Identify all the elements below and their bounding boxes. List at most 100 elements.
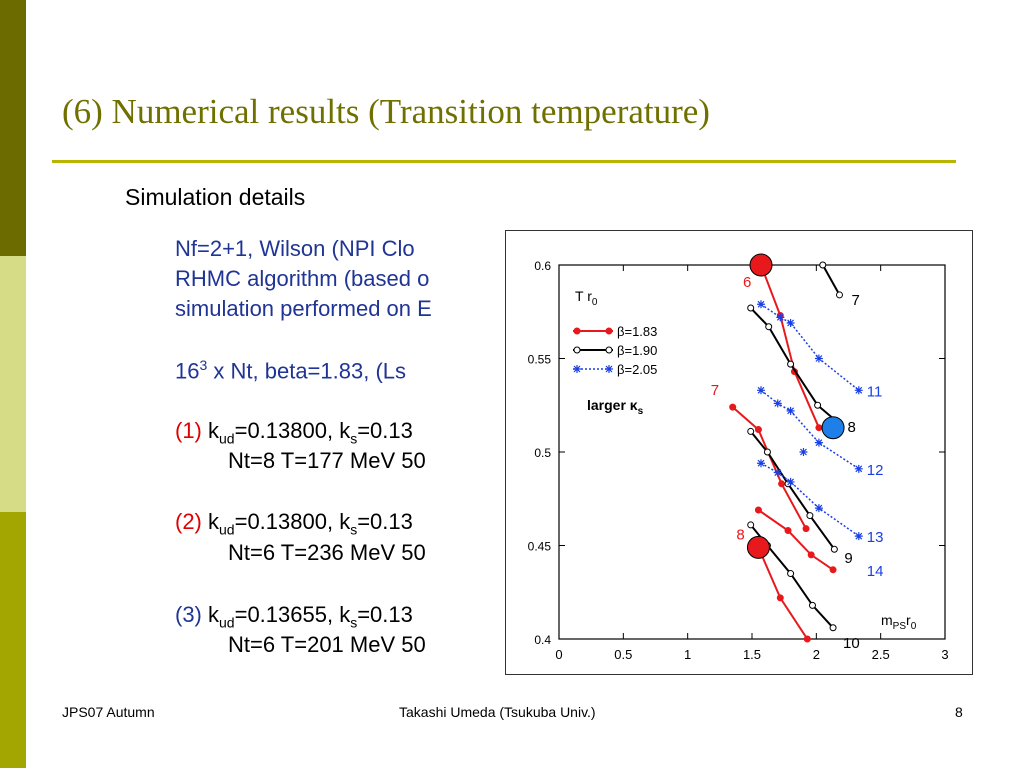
run-3-kud-value: =0.13655, k (234, 602, 351, 627)
series-line (760, 265, 820, 429)
lattice-size-exponent: 3 (199, 357, 208, 373)
x-axis-label-part: 0 (911, 621, 917, 632)
run-2-ud-sub: ud (219, 521, 235, 538)
legend-note-sub: s (638, 406, 644, 417)
x-tick-label: 0 (555, 647, 562, 662)
y-tick-label: 0.55 (528, 353, 552, 367)
data-point (786, 318, 795, 327)
run-2-line: (2) kud=0.13800, ks=0.13 (175, 509, 413, 537)
legend-marker (605, 327, 613, 335)
y-axis-label-sub: 0 (592, 297, 598, 308)
side-band-bottom (0, 512, 26, 768)
data-point (757, 459, 766, 468)
data-point (829, 624, 837, 632)
y-tick-label: 0.4 (534, 633, 551, 647)
data-point (747, 427, 755, 435)
run-1-kud-value: =0.13800, k (234, 418, 351, 443)
series-line (757, 547, 809, 639)
data-point (807, 551, 815, 559)
series-end-label: 9 (844, 550, 852, 567)
run-2-s-sub: s (350, 521, 358, 538)
section-heading: Simulation details (125, 184, 306, 210)
data-point (814, 438, 823, 447)
run-2-ks-value: =0.13 (357, 509, 413, 534)
run-2-kud-value: =0.13800, k (234, 509, 351, 534)
data-point (784, 527, 792, 535)
series-line (760, 303, 860, 391)
run-3-s-sub: s (350, 614, 358, 631)
series-end-label: 8 (736, 526, 744, 543)
series-end-label: 7 (711, 382, 719, 399)
run-1-number: (1) (175, 418, 202, 443)
legend-note: larger κs (587, 397, 644, 417)
run-1-detail: Nt=8 T=177 MeV 50 (228, 448, 426, 473)
series-line (760, 462, 860, 537)
x-tick-label: 1.5 (743, 647, 761, 662)
series-end-label: 10 (843, 635, 860, 652)
run-3-k: k (201, 602, 220, 627)
side-band-middle (0, 256, 26, 512)
footer-event: JPS07 Autumn (62, 704, 155, 720)
footer-author: Takashi Umeda (Tsukuba Univ.) (399, 704, 596, 720)
legend-label: β=1.90 (617, 343, 657, 358)
series-end-label: 12 (867, 462, 884, 479)
data-point (815, 424, 823, 432)
legend-marker (573, 365, 581, 373)
series-end-label: 7 (851, 292, 859, 309)
run-1-s-sub: s (350, 430, 358, 447)
side-band-top (0, 0, 26, 256)
y-tick-label: 0.6 (534, 259, 551, 273)
data-point (757, 386, 766, 395)
data-point (803, 635, 811, 643)
data-point (799, 448, 808, 456)
x-axis-label-part: PS (893, 621, 907, 632)
slide-title: (6) Numerical results (Transition temper… (62, 92, 710, 131)
data-point (776, 594, 784, 602)
series-line (749, 430, 836, 550)
legend-marker (605, 365, 613, 373)
run-3-line: (3) kud=0.13655, ks=0.13 (175, 602, 413, 630)
legend-label: β=1.83 (617, 324, 657, 339)
data-point (806, 512, 814, 520)
data-point (773, 399, 782, 408)
data-point (776, 313, 785, 322)
legend-marker (573, 327, 581, 335)
data-point (778, 480, 786, 488)
y-tick-label: 0.5 (534, 446, 551, 460)
series-line (757, 509, 834, 571)
transition-temperature-chart: 0 0.5 1 1.5 2 2.5 3 0.4 0.45 0.5 0.55 0.6 T r0 mPSr0 β… (528, 253, 949, 662)
x-tick-label: 2.5 (872, 647, 890, 662)
detail-line-2: RHMC algorithm (based o (175, 266, 430, 291)
data-point (835, 291, 843, 299)
data-point (747, 521, 755, 529)
data-point (729, 403, 737, 411)
lattice-size-rest: x Nt, beta=1.83, (Ls (207, 358, 407, 384)
data-point (754, 506, 762, 514)
data-point (854, 464, 863, 473)
run-1-k: k (201, 418, 220, 443)
data-point (814, 401, 822, 409)
run-2-k: k (201, 509, 220, 534)
series-end-label: 14 (867, 563, 884, 580)
run-2-detail: Nt=6 T=236 MeV 50 (228, 540, 426, 565)
x-tick-label: 2 (813, 647, 820, 662)
data-point (814, 504, 823, 513)
series-end-label: 6 (743, 274, 751, 291)
data-point (814, 354, 823, 363)
title-divider (52, 160, 956, 163)
y-axis-label: T r0 (575, 288, 598, 308)
data-point (854, 386, 863, 395)
lattice-size-line: 163 x Nt, beta=1.83, (Ls (175, 357, 406, 384)
highlight-marker (821, 416, 845, 440)
data-point (765, 323, 773, 331)
data-point (819, 261, 827, 269)
data-point (763, 448, 771, 456)
data-point (786, 477, 795, 486)
series-line (821, 265, 841, 296)
detail-line-3: simulation performed on E (175, 296, 432, 321)
run-3-ud-sub: ud (219, 614, 235, 631)
y-tick-label: 0.45 (528, 540, 552, 554)
legend-label: β=2.05 (617, 362, 657, 377)
data-point (773, 468, 782, 477)
